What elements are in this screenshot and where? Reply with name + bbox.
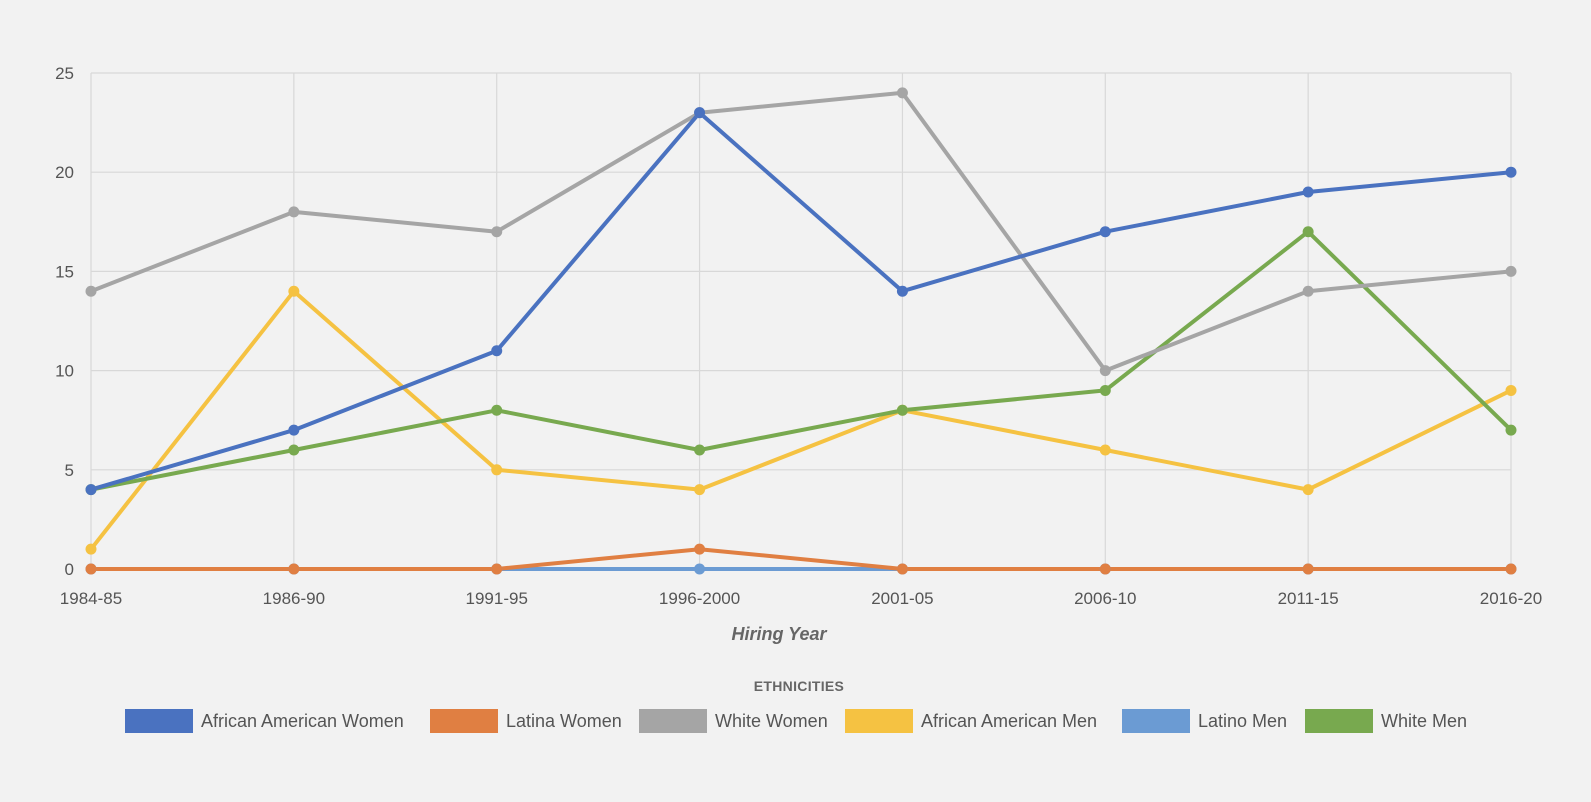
data-point bbox=[288, 444, 300, 456]
x-tick-label: 2016-20 bbox=[1480, 589, 1542, 608]
y-tick-label: 15 bbox=[55, 262, 74, 281]
data-point bbox=[1302, 563, 1314, 575]
series-lines bbox=[89, 90, 1513, 571]
data-points bbox=[85, 87, 1517, 575]
legend-item[interactable]: African American Women bbox=[125, 709, 404, 733]
data-point bbox=[896, 404, 908, 416]
legend-swatch bbox=[125, 709, 193, 733]
gridlines bbox=[90, 72, 1512, 570]
data-point bbox=[694, 107, 706, 119]
data-point bbox=[694, 563, 706, 575]
legend-item[interactable]: African American Men bbox=[845, 709, 1097, 733]
x-tick-label: 2006-10 bbox=[1074, 589, 1136, 608]
y-tick-label: 0 bbox=[65, 560, 74, 579]
data-point bbox=[896, 563, 908, 575]
data-point bbox=[288, 424, 300, 436]
data-point bbox=[694, 444, 706, 456]
data-point bbox=[1099, 444, 1111, 456]
x-tick-label: 2011-15 bbox=[1278, 589, 1339, 608]
data-point bbox=[896, 87, 908, 99]
legend-label: Latino Men bbox=[1198, 711, 1287, 731]
x-axis-ticks: 1984-85 1986-90 1991-95 1996-2000 2001-05 200… bbox=[60, 589, 1542, 608]
series-line bbox=[89, 110, 1513, 492]
data-point bbox=[1505, 424, 1517, 436]
legend-item[interactable]: White Women bbox=[639, 709, 828, 733]
data-point bbox=[1505, 265, 1517, 277]
y-tick-label: 5 bbox=[65, 461, 74, 480]
data-point bbox=[491, 563, 503, 575]
data-point bbox=[85, 285, 97, 297]
legend-label: African American Men bbox=[921, 711, 1097, 731]
data-point bbox=[1099, 365, 1111, 377]
series-line bbox=[89, 90, 1513, 373]
data-point bbox=[288, 285, 300, 297]
legend-label: African American Women bbox=[201, 711, 404, 731]
legend-item[interactable]: White Men bbox=[1305, 709, 1467, 733]
data-point bbox=[1505, 166, 1517, 178]
legend-item[interactable]: Latina Women bbox=[430, 709, 622, 733]
x-tick-label: 1984-85 bbox=[60, 589, 122, 608]
data-point bbox=[491, 464, 503, 476]
legend-label: Latina Women bbox=[506, 711, 622, 731]
data-point bbox=[1099, 563, 1111, 575]
legend-swatch bbox=[639, 709, 707, 733]
legend-swatch bbox=[1305, 709, 1373, 733]
data-point bbox=[491, 404, 503, 416]
legend-label: White Women bbox=[715, 711, 828, 731]
legend: African American Women Latina Women White … bbox=[125, 709, 1467, 733]
data-point bbox=[288, 206, 300, 218]
y-tick-label: 10 bbox=[55, 362, 74, 381]
legend-swatch bbox=[430, 709, 498, 733]
series-line bbox=[89, 229, 1513, 492]
data-point bbox=[1302, 186, 1314, 198]
data-point bbox=[1505, 563, 1517, 575]
y-axis-ticks: 0 5 10 15 20 25 bbox=[55, 64, 74, 579]
x-tick-label: 1991-95 bbox=[466, 589, 528, 608]
x-tick-label: 2001-05 bbox=[871, 589, 933, 608]
data-point bbox=[491, 345, 503, 357]
y-tick-label: 20 bbox=[55, 163, 74, 182]
legend-swatch bbox=[1122, 709, 1190, 733]
data-point bbox=[491, 226, 503, 238]
data-point bbox=[1302, 285, 1314, 297]
data-point bbox=[694, 484, 706, 496]
data-point bbox=[1505, 384, 1517, 396]
x-tick-label: 1996-2000 bbox=[659, 589, 740, 608]
data-point bbox=[85, 484, 97, 496]
legend-label: White Men bbox=[1381, 711, 1467, 731]
data-point bbox=[1302, 484, 1314, 496]
y-tick-label: 25 bbox=[55, 64, 74, 83]
series-line bbox=[89, 547, 1513, 571]
legend-title: ETHNICITIES bbox=[754, 678, 844, 694]
legend-item[interactable]: Latino Men bbox=[1122, 709, 1287, 733]
x-tick-label: 1986-90 bbox=[263, 589, 325, 608]
data-point bbox=[85, 563, 97, 575]
legend-swatch bbox=[845, 709, 913, 733]
data-point bbox=[288, 563, 300, 575]
data-point bbox=[1302, 226, 1314, 238]
data-point bbox=[896, 285, 908, 297]
data-point bbox=[1099, 384, 1111, 396]
series-line bbox=[89, 289, 1513, 552]
data-point bbox=[85, 543, 97, 555]
data-point bbox=[1099, 226, 1111, 238]
data-point bbox=[694, 543, 706, 555]
x-axis-title: Hiring Year bbox=[731, 624, 827, 644]
